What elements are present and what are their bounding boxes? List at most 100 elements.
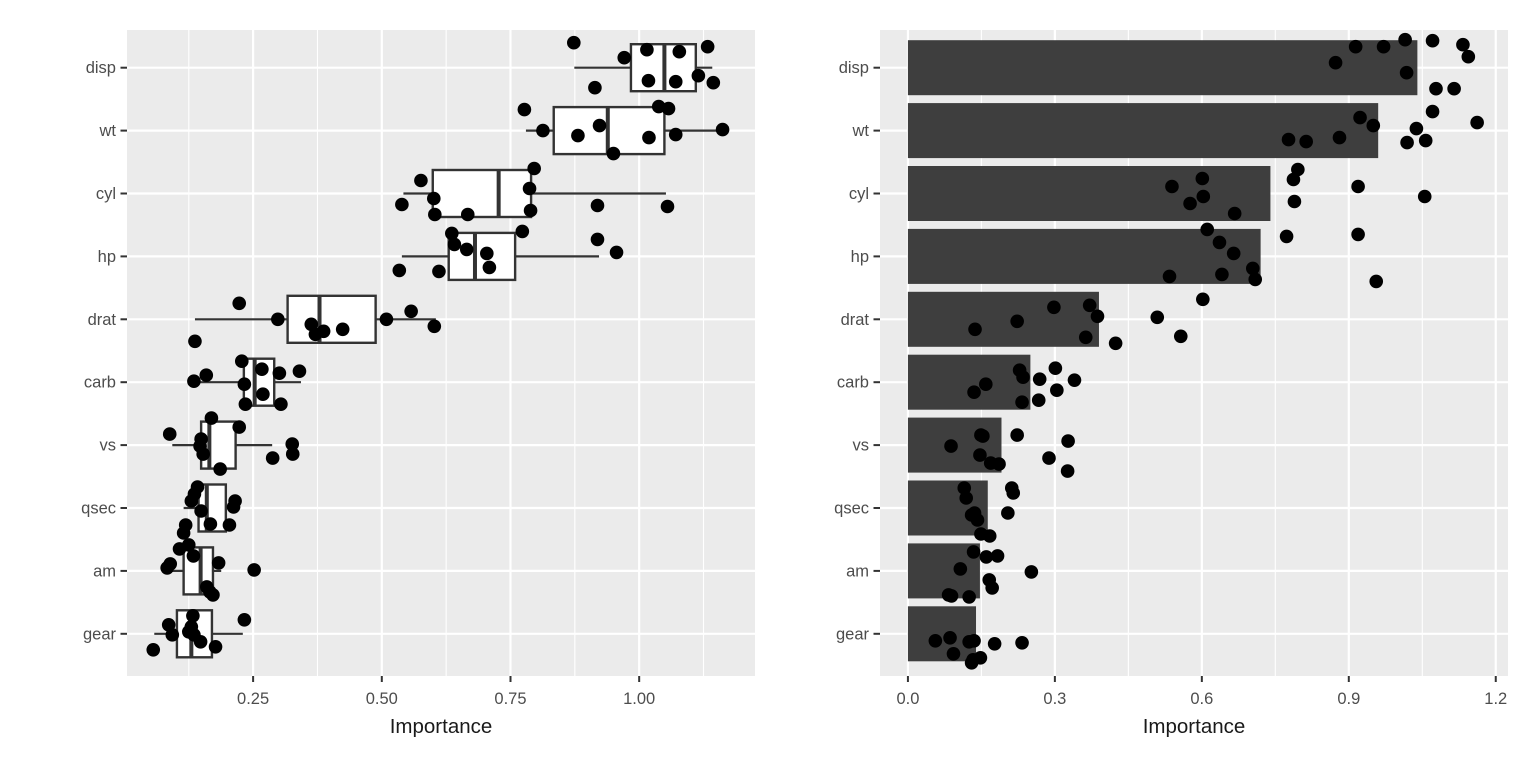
jitter-point-drat — [968, 322, 982, 337]
jitter-point-wt — [1353, 110, 1367, 125]
jitter-point-wt — [1332, 130, 1347, 145]
jitter-point-wt — [606, 146, 621, 161]
jitter-point-disp — [691, 68, 706, 83]
y-axis-label-cyl: cyl — [849, 185, 869, 203]
y-axis-label-carb: carb — [84, 374, 116, 392]
x-axis-title: Importance — [1143, 715, 1246, 738]
jitter-point-wt — [1281, 132, 1296, 147]
jitter-point-hp — [1162, 269, 1177, 284]
jitter-point-carb — [1032, 372, 1047, 387]
jitter-point-gear — [943, 631, 957, 645]
jitter-point-hp — [1200, 222, 1215, 237]
jitter-point-disp — [1376, 39, 1391, 54]
boxplot-panel-wrap: 0.25 0.50 0.75 1.00 disp wt cyl hp drat carb vs qse… — [81, 30, 755, 738]
y-axis-label-am: am — [93, 562, 116, 580]
jitter-point-drat — [335, 322, 350, 337]
jitter-point-am — [211, 556, 226, 570]
jitter-point-gear — [237, 613, 252, 627]
jitter-point-vs — [162, 427, 177, 441]
jitter-point-hp — [1351, 227, 1365, 242]
jitter-point-cyl — [1227, 206, 1242, 221]
jitter-point-carb — [1031, 393, 1046, 408]
jitter-point-wt — [592, 118, 607, 133]
jitter-point-drat — [1010, 314, 1024, 329]
jitter-point-hp — [447, 237, 462, 252]
jitter-point-drat — [316, 324, 331, 339]
jitter-point-qsec — [959, 491, 974, 505]
jitter-point-disp — [1456, 37, 1470, 52]
boxplot-box-cyl — [431, 168, 533, 219]
jitter-point-hp — [515, 224, 530, 239]
jitter-point-gear — [208, 640, 223, 654]
jitter-point-disp — [1461, 49, 1476, 64]
jitter-point-disp — [1328, 55, 1343, 70]
jitter-point-qsec — [1001, 506, 1015, 520]
jitter-point-wt — [1299, 134, 1313, 149]
importance-boxplot-chart: 0.25 0.50 0.75 1.00 disp wt cyl hp drat carb vs qse… — [81, 30, 755, 738]
jitter-point-vs — [285, 447, 300, 461]
jitter-point-hp — [1369, 274, 1384, 289]
jitter-point-qsec — [222, 518, 237, 532]
jitter-point-carb — [967, 385, 981, 400]
jitter-point-gear — [193, 635, 208, 649]
y-axis-label-vs: vs — [853, 437, 870, 455]
jitter-point-drat — [1196, 292, 1210, 307]
jitter-point-wt — [1366, 118, 1381, 133]
jitter-point-carb — [199, 368, 214, 383]
jitter-point-wt — [536, 123, 550, 138]
jitter-point-wt — [517, 102, 532, 117]
jitter-point-disp — [1399, 65, 1414, 80]
jitter-point-drat — [1108, 336, 1123, 351]
jitter-point-cyl — [590, 198, 605, 213]
jitter-point-disp — [1425, 33, 1440, 48]
jitter-point-qsec — [228, 494, 242, 508]
jitter-point-drat — [1150, 310, 1165, 325]
jitter-point-wt — [1409, 121, 1424, 136]
jitter-point-disp — [1398, 32, 1412, 47]
jitter-point-carb — [274, 397, 288, 412]
jitter-point-carb — [237, 377, 252, 392]
jitter-point-am — [944, 589, 959, 603]
jitter-point-drat — [404, 304, 418, 319]
jitter-point-disp — [706, 75, 721, 90]
jitter-point-cyl — [1291, 162, 1305, 177]
jitter-point-cyl — [1165, 179, 1179, 194]
jitter-point-disp — [668, 74, 683, 89]
jitter-point-qsec — [190, 480, 205, 494]
jitter-point-gear — [928, 634, 943, 648]
y-axis-label-qsec: qsec — [81, 500, 116, 518]
jitter-point-carb — [979, 377, 993, 392]
y-axis-label-gear: gear — [836, 625, 870, 643]
x-axis-tick-label: 0.3 — [1043, 690, 1066, 708]
jitter-point-vs — [265, 451, 280, 465]
jitter-point-qsec — [203, 517, 218, 531]
x-axis-tick-label: 0.9 — [1337, 690, 1360, 708]
jitter-point-wt — [661, 101, 676, 116]
jitter-point-carb — [292, 364, 307, 379]
importance-bar-hp — [907, 228, 1261, 284]
x-axis-tick-label: 1.2 — [1484, 690, 1507, 708]
jitter-point-vs — [992, 457, 1006, 471]
jitter-point-cyl — [395, 197, 409, 212]
x-axis-tick-label: 0.25 — [237, 690, 269, 708]
jitter-point-vs — [944, 439, 958, 453]
jitter-point-cyl — [414, 173, 428, 188]
jitter-point-disp — [672, 44, 687, 59]
jitter-point-disp — [1429, 81, 1443, 96]
jitter-point-vs — [285, 437, 300, 451]
jitter-point-cyl — [1287, 194, 1302, 209]
jitter-point-am — [163, 557, 178, 571]
jitter-point-am — [181, 538, 196, 552]
y-axis-label-wt: wt — [852, 122, 870, 140]
jitter-point-drat — [1173, 329, 1188, 344]
jitter-point-am — [990, 549, 1005, 563]
jitter-point-cyl — [527, 161, 541, 176]
jitter-point-hp — [1248, 272, 1263, 287]
x-axis-tick-label: 0.6 — [1190, 690, 1213, 708]
jitter-point-carb — [1067, 373, 1082, 388]
jitter-point-gear — [967, 634, 981, 648]
jitter-point-drat — [1090, 309, 1105, 324]
jitter-point-vs — [204, 411, 219, 425]
y-axis-label-vs: vs — [100, 437, 117, 455]
jitter-point-vs — [213, 462, 227, 476]
